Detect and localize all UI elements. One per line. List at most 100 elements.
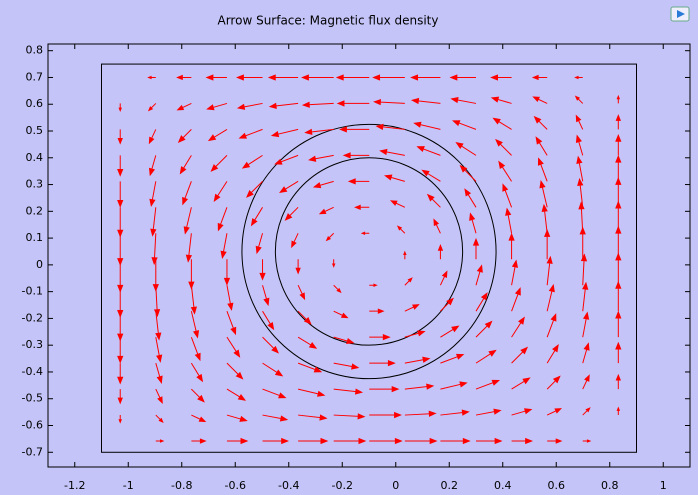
arrow bbox=[404, 383, 435, 390]
arrow bbox=[577, 177, 584, 208]
arrow bbox=[537, 157, 548, 182]
arrow bbox=[155, 311, 162, 341]
arrow bbox=[117, 181, 124, 208]
icon-arrow bbox=[677, 10, 685, 18]
arrow bbox=[117, 129, 123, 145]
x-tick-label: -0.2 bbox=[332, 479, 353, 492]
arrow bbox=[544, 228, 551, 260]
arrow bbox=[297, 362, 323, 373]
x-tick-label: 1 bbox=[660, 479, 667, 492]
y-tick-label: 0.2 bbox=[26, 204, 44, 217]
arrow bbox=[262, 285, 270, 307]
export-icon[interactable] bbox=[670, 6, 690, 22]
arrow bbox=[190, 362, 204, 383]
arrow bbox=[582, 311, 590, 338]
domain-circle bbox=[241, 123, 497, 380]
arrow bbox=[426, 193, 441, 208]
arrow bbox=[117, 389, 123, 405]
plot-frame bbox=[47, 43, 691, 468]
arrow bbox=[576, 155, 584, 182]
arrow bbox=[541, 203, 548, 234]
arrow bbox=[226, 285, 234, 311]
arrow bbox=[475, 320, 493, 338]
arrow bbox=[439, 270, 448, 286]
arrow bbox=[369, 385, 400, 393]
arrow bbox=[177, 129, 192, 143]
arrow bbox=[539, 180, 548, 208]
arrow bbox=[369, 437, 403, 445]
arrow bbox=[511, 287, 521, 312]
arrow bbox=[333, 437, 367, 445]
x-tick-label: -1.2 bbox=[64, 479, 85, 492]
arrow bbox=[176, 102, 192, 111]
arrow bbox=[304, 128, 334, 135]
arrow bbox=[183, 207, 192, 235]
arrow bbox=[226, 362, 244, 380]
arrow bbox=[546, 344, 559, 364]
arrow bbox=[404, 277, 413, 286]
arrow bbox=[459, 164, 477, 182]
arrow bbox=[220, 233, 228, 259]
arrow bbox=[490, 74, 512, 81]
arrow bbox=[575, 114, 584, 130]
arrow bbox=[404, 410, 437, 417]
y-tick-label: 0.4 bbox=[26, 151, 44, 164]
arrow bbox=[440, 297, 454, 312]
arrow bbox=[582, 342, 590, 364]
arrow bbox=[325, 232, 335, 242]
arrow bbox=[155, 362, 163, 384]
arrow bbox=[155, 414, 164, 423]
arrow bbox=[148, 155, 157, 177]
arrow bbox=[238, 128, 263, 139]
arrow bbox=[413, 121, 441, 130]
arrow bbox=[147, 103, 157, 112]
arrow bbox=[492, 117, 512, 130]
arrow bbox=[333, 336, 355, 344]
arrow bbox=[262, 437, 290, 445]
x-tick-label: 0.4 bbox=[494, 479, 512, 492]
x-tick-label: -0.8 bbox=[171, 479, 192, 492]
arrow bbox=[369, 308, 385, 314]
arrow bbox=[246, 180, 263, 198]
arrow bbox=[331, 259, 336, 268]
arrow bbox=[582, 374, 590, 390]
arrow bbox=[379, 148, 405, 156]
arrow bbox=[384, 174, 405, 182]
arrow bbox=[375, 123, 405, 131]
arrow bbox=[250, 207, 263, 227]
arrow bbox=[475, 292, 488, 312]
arrow bbox=[452, 120, 477, 130]
arrow bbox=[546, 408, 563, 416]
arrow bbox=[262, 336, 280, 354]
arrow bbox=[301, 101, 334, 108]
arrow bbox=[182, 181, 192, 206]
arrow bbox=[396, 225, 406, 234]
arrow bbox=[342, 152, 370, 159]
y-tick-label: -0.4 bbox=[22, 365, 43, 378]
arrow bbox=[117, 207, 124, 238]
arrow bbox=[190, 336, 201, 362]
arrow bbox=[118, 415, 122, 424]
arrow bbox=[297, 310, 312, 325]
arrow bbox=[403, 250, 407, 260]
arrow bbox=[575, 134, 584, 156]
arrow bbox=[207, 128, 228, 142]
x-tick-label: -1 bbox=[123, 479, 134, 492]
arrow bbox=[469, 212, 477, 234]
arrow bbox=[505, 207, 513, 234]
arrow bbox=[582, 439, 592, 443]
arrow bbox=[472, 237, 480, 260]
arrow bbox=[117, 311, 124, 342]
arrow bbox=[440, 437, 471, 445]
arrow bbox=[580, 253, 588, 286]
arrow bbox=[511, 377, 531, 390]
arrow bbox=[333, 413, 366, 420]
arrow bbox=[255, 233, 264, 255]
arrow bbox=[410, 74, 441, 81]
arrow bbox=[582, 281, 589, 312]
arrow bbox=[267, 74, 299, 81]
arrow bbox=[615, 280, 622, 312]
arrow bbox=[217, 207, 228, 232]
arrow bbox=[155, 337, 163, 363]
arrow bbox=[188, 259, 195, 290]
